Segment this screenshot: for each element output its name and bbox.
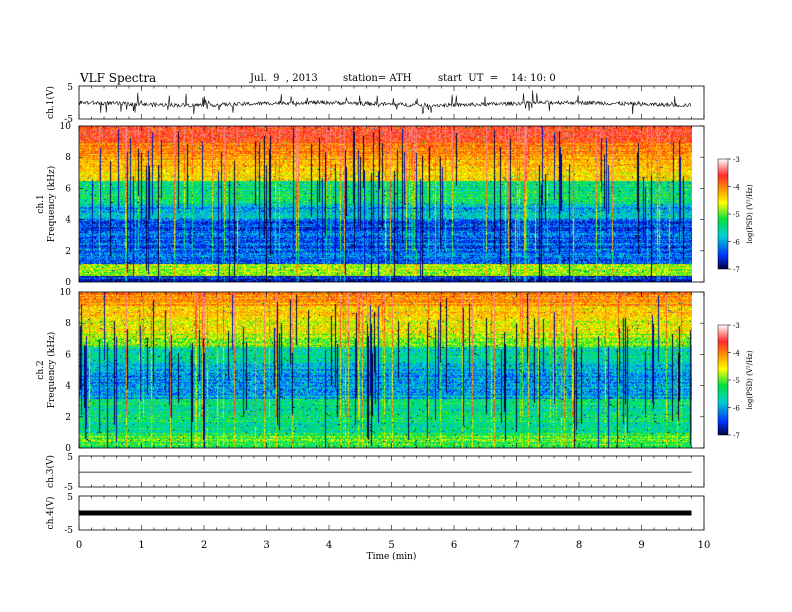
ch4-ytick-bottom: -5	[64, 526, 73, 536]
ch2-colorbar	[717, 324, 729, 436]
ch2-spectrogram-ytick: 0	[65, 444, 71, 454]
ch2-colorbar-tick: -5	[733, 377, 740, 385]
x-tick-label: 8	[576, 540, 582, 551]
x-tick-label: 4	[326, 540, 332, 551]
x-axis-label: Time (min)	[367, 551, 417, 562]
ch2-spectrogram-ytick: 2	[65, 413, 71, 423]
ch1-colorbar-tick: -6	[733, 239, 740, 247]
ch2-spectrogram-channel-label: ch.2	[36, 360, 46, 379]
ch2-colorbar-tick: -3	[733, 322, 740, 330]
ch3-ylabel: ch.3(V)	[45, 455, 56, 488]
ch2-colorbar-label: log(PSD) (V²/Hz)	[746, 350, 754, 409]
x-tick-label: 3	[263, 540, 269, 551]
ch2-spectrogram-ytick: 6	[65, 350, 71, 360]
ch2-colorbar-tick: -6	[733, 405, 740, 413]
ch2-spectrogram-ytick: 4	[65, 382, 71, 392]
ch1-colorbar-tick: -7	[733, 266, 740, 274]
ch1-spectrogram-ytick: 4	[65, 216, 71, 226]
ch1-colorbar-tick: -3	[733, 156, 740, 164]
x-tick-label: 6	[451, 540, 457, 551]
ch2-colorbar-tick: -7	[733, 432, 740, 440]
station-label: station= ATH	[343, 73, 412, 84]
ch1-spectrogram-ytick: 2	[65, 247, 71, 257]
ch4-waveform-line	[79, 510, 692, 516]
x-tick-label: 10	[698, 540, 711, 551]
ch2-colorbar-tick: -4	[733, 350, 740, 358]
ch1-ylabel: ch.1(V)	[45, 86, 56, 119]
ch3-ytick-top: 5	[67, 453, 73, 463]
ch4-ytick-top: 5	[67, 493, 73, 503]
ch1-spectrogram-ytick: 10	[60, 122, 72, 132]
x-tick-label: 7	[513, 540, 519, 551]
x-tick-label: 2	[201, 540, 207, 551]
ch1-colorbar-tick: -5	[733, 211, 740, 219]
ch4-ylabel: ch.4(V)	[45, 497, 56, 530]
x-tick-label: 5	[388, 540, 394, 551]
x-tick-label: 0	[76, 540, 82, 551]
ch1-spectrogram	[79, 126, 692, 282]
ch1-colorbar-tick: -4	[733, 184, 740, 192]
ch1-ytick-bottom: -5	[64, 115, 73, 125]
ch1-spectrogram-ylabel: Frequency (kHz)	[46, 166, 57, 243]
ch3-ytick-bottom: -5	[64, 483, 73, 493]
ch1-spectrogram-ytick: 8	[65, 153, 71, 163]
ch1-spectrogram-ytick: 6	[65, 184, 71, 194]
ch1-spectrogram-ytick: 0	[65, 278, 71, 288]
ch1-ytick-top: 5	[67, 83, 73, 93]
x-tick-label: 9	[638, 540, 644, 551]
ch2-spectrogram-ylabel: Frequency (kHz)	[46, 332, 57, 409]
ch1-colorbar	[717, 158, 729, 270]
ch1-waveform-line	[78, 90, 692, 115]
x-tick-label: 1	[138, 540, 144, 551]
ch1-spectrogram-channel-label: ch.1	[36, 194, 46, 213]
ch2-spectrogram-ytick: 10	[60, 288, 72, 298]
ch2-spectrogram-ytick: 8	[65, 319, 71, 329]
date-label: Jul. 9 , 2013	[250, 73, 318, 84]
ch2-spectrogram	[79, 292, 692, 448]
start-time-label: start UT = 14: 10: 0	[438, 73, 556, 84]
figure-title: VLF Spectra	[80, 71, 157, 85]
ch1-colorbar-label: log(PSD) (V²/Hz)	[746, 184, 754, 243]
